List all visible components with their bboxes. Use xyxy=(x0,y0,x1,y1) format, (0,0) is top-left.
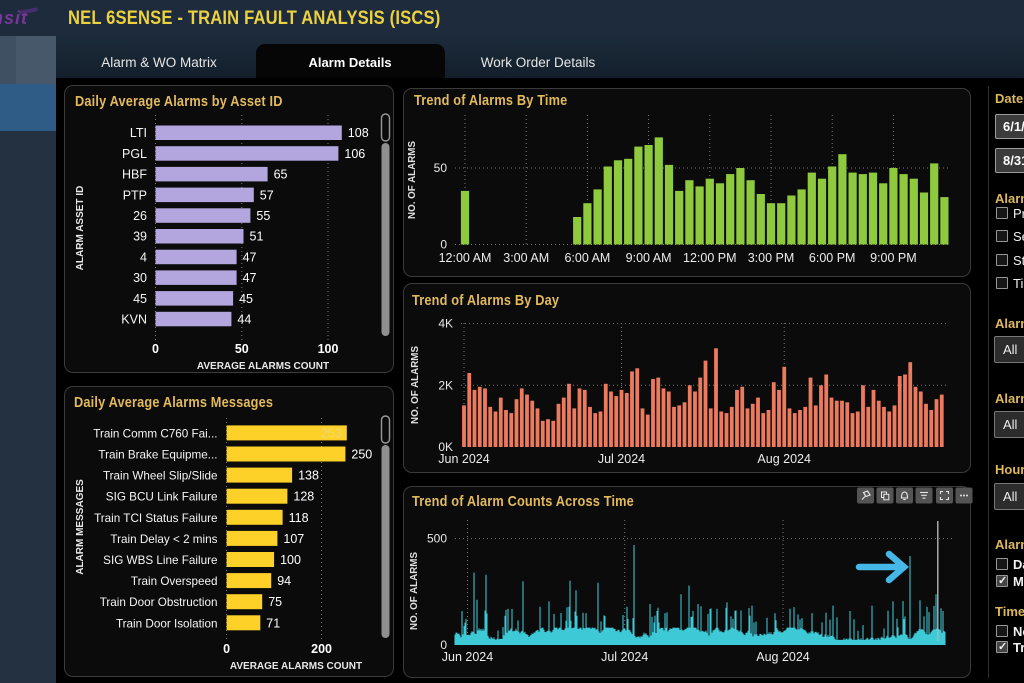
svg-text:4: 4 xyxy=(140,250,147,264)
svg-text:KVN: KVN xyxy=(121,313,147,327)
svg-text:50: 50 xyxy=(235,342,249,356)
svg-text:Train Delay < 2 mins: Train Delay < 2 mins xyxy=(110,533,217,546)
svg-text:12:00 AM: 12:00 AM xyxy=(439,251,492,265)
svg-text:65: 65 xyxy=(274,168,288,182)
svg-text:Train Door Obstruction: Train Door Obstruction xyxy=(100,596,218,609)
svg-text:NO. OF ALARMS: NO. OF ALARMS xyxy=(410,346,421,424)
svg-text:PTP: PTP xyxy=(123,188,147,202)
svg-text:107: 107 xyxy=(283,532,304,546)
svg-text:NO. OF ALARMS: NO. OF ALARMS xyxy=(409,552,420,630)
svg-text:26: 26 xyxy=(133,209,147,223)
svg-text:SIG WBS Line Failure: SIG WBS Line Failure xyxy=(103,554,217,567)
svg-text:55: 55 xyxy=(256,209,270,223)
svg-text:AVERAGE ALARMS COUNT: AVERAGE ALARMS COUNT xyxy=(197,361,329,372)
svg-text:138: 138 xyxy=(298,469,319,483)
svg-text:44: 44 xyxy=(237,313,251,327)
svg-text:3:00 AM: 3:00 AM xyxy=(503,251,549,265)
svg-text:500: 500 xyxy=(427,532,447,546)
svg-text:75: 75 xyxy=(268,595,282,609)
svg-text:Aug 2024: Aug 2024 xyxy=(757,452,811,466)
svg-text:6:00 AM: 6:00 AM xyxy=(564,251,610,265)
svg-text:Train Wheel Slip/Slide: Train Wheel Slip/Slide xyxy=(103,470,218,483)
svg-text:6:00 PM: 6:00 PM xyxy=(809,251,856,265)
svg-text:9:00 AM: 9:00 AM xyxy=(626,251,672,265)
svg-text:Jul 2024: Jul 2024 xyxy=(598,452,645,466)
svg-text:AVERAGE ALARMS COUNT: AVERAGE ALARMS COUNT xyxy=(230,661,362,672)
svg-text:LTI: LTI xyxy=(130,126,147,140)
svg-text:Train Brake Equipme...: Train Brake Equipme... xyxy=(98,449,217,462)
svg-text:100: 100 xyxy=(318,342,339,356)
svg-text:30: 30 xyxy=(133,271,147,285)
svg-text:9:00 PM: 9:00 PM xyxy=(870,251,917,265)
svg-text:Jun 2024: Jun 2024 xyxy=(442,650,493,664)
svg-text:108: 108 xyxy=(348,126,369,140)
svg-text:4K: 4K xyxy=(438,317,453,331)
svg-text:ALARM MESSAGES: ALARM MESSAGES xyxy=(75,479,86,575)
svg-text:Train TCI Status Failure: Train TCI Status Failure xyxy=(94,512,217,525)
svg-text:118: 118 xyxy=(289,511,309,525)
svg-text:SIG BCU Link Failure: SIG BCU Link Failure xyxy=(106,491,218,504)
svg-text:47: 47 xyxy=(243,250,257,264)
svg-text:71: 71 xyxy=(266,616,280,630)
svg-text:HBF: HBF xyxy=(122,168,147,182)
svg-text:47: 47 xyxy=(243,271,257,285)
svg-text:NO. OF ALARMS: NO. OF ALARMS xyxy=(407,141,418,219)
svg-text:3:00 PM: 3:00 PM xyxy=(748,251,795,265)
svg-text:Aug 2024: Aug 2024 xyxy=(756,650,810,664)
svg-text:0: 0 xyxy=(223,642,230,656)
svg-text:0: 0 xyxy=(440,238,447,252)
svg-text:Train Door Isolation: Train Door Isolation xyxy=(116,617,218,630)
svg-text:57: 57 xyxy=(260,188,274,202)
svg-text:45: 45 xyxy=(133,292,147,306)
svg-text:Train Comm C760 Fai...: Train Comm C760 Fai... xyxy=(93,427,217,440)
svg-text:ALARM ASSET ID: ALARM ASSET ID xyxy=(75,186,86,271)
svg-text:200: 200 xyxy=(311,642,332,656)
svg-text:0: 0 xyxy=(440,638,447,652)
svg-text:106: 106 xyxy=(344,147,365,161)
svg-text:253: 253 xyxy=(321,426,342,440)
svg-text:45: 45 xyxy=(239,292,253,306)
svg-text:Jul 2024: Jul 2024 xyxy=(601,650,648,664)
svg-text:100: 100 xyxy=(280,553,301,567)
svg-text:250: 250 xyxy=(351,448,372,462)
svg-text:PGL: PGL xyxy=(122,147,147,161)
svg-text:Train Overspeed: Train Overspeed xyxy=(131,575,218,588)
svg-text:0: 0 xyxy=(152,342,159,356)
svg-text:128: 128 xyxy=(293,490,314,504)
svg-text:12:00 PM: 12:00 PM xyxy=(683,251,737,265)
svg-text:39: 39 xyxy=(133,230,147,244)
svg-text:94: 94 xyxy=(277,574,291,588)
svg-text:0K: 0K xyxy=(438,440,453,454)
svg-text:50: 50 xyxy=(434,161,448,175)
svg-text:Jun 2024: Jun 2024 xyxy=(438,452,489,466)
svg-text:2K: 2K xyxy=(438,378,453,392)
svg-text:51: 51 xyxy=(250,230,264,244)
